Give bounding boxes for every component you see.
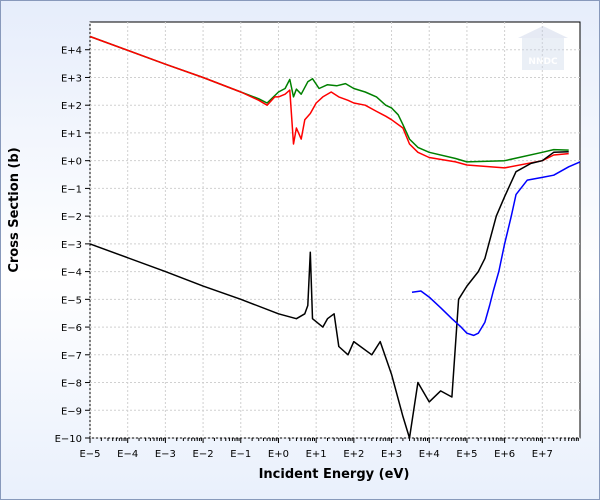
series-line-4	[411, 161, 581, 337]
plot-area	[89, 21, 581, 439]
y-tick-label: E−9	[61, 406, 82, 417]
series-line-2	[89, 35, 569, 169]
y-tick-label: E−1	[61, 184, 82, 195]
x-tick-label: E+6	[494, 449, 515, 460]
y-tick-label: E−2	[61, 212, 82, 223]
x-tick-label: E+3	[381, 449, 402, 460]
x-axis-title: Incident Energy (eV)	[259, 467, 410, 482]
series-line-3	[89, 150, 569, 439]
y-tick-label: E−4	[61, 268, 82, 279]
y-tick-label: E−7	[61, 351, 82, 362]
y-axis-title: Cross Section (b)	[7, 147, 22, 272]
x-tick-label: E+2	[343, 449, 364, 460]
watermark-logo: NNDC	[518, 26, 568, 70]
y-tick-label: E+2	[61, 101, 82, 112]
y-tick-label: E−5	[61, 295, 82, 306]
x-tick-label: E+7	[532, 449, 553, 460]
x-tick-label: E−1	[230, 449, 251, 460]
y-tick-label: E−8	[61, 379, 82, 390]
x-tick-label: E−3	[155, 449, 176, 460]
y-tick-label: E+0	[61, 157, 82, 168]
watermark-building-icon	[522, 36, 564, 70]
y-tick-label: E−3	[61, 240, 82, 251]
y-tick-label: E−10	[55, 434, 82, 445]
y-tick-label: E+4	[61, 46, 82, 57]
x-axis: E−5 E−4 E−3 E−2 E−1 E+0 E+1 E+2 E+3 E+4 E+5 E+6 E+7	[79, 438, 579, 460]
x-tick-label: E+1	[306, 449, 327, 460]
y-tick-label: E−6	[61, 323, 82, 334]
grid-lines	[89, 22, 580, 439]
x-tick-label: E−4	[117, 449, 138, 460]
y-tick-label: E+3	[61, 73, 82, 84]
x-tick-label: E−5	[79, 449, 100, 460]
series-line-1	[89, 35, 569, 163]
watermark-text: NNDC	[528, 57, 558, 67]
x-tick-label: E+5	[456, 449, 477, 460]
y-axis: E+4 E+3 E+2 E+1 E+0 E−1 E−2 E−3 E−4 E−5 E−6 E−7 E−8 E…	[55, 46, 90, 445]
x-tick-label: E+0	[268, 449, 289, 460]
series-group	[89, 35, 581, 439]
y-tick-label: E+1	[61, 129, 82, 140]
watermark-roof-icon	[518, 26, 568, 38]
x-tick-label: E+4	[419, 449, 440, 460]
x-tick-label: E−2	[193, 449, 214, 460]
